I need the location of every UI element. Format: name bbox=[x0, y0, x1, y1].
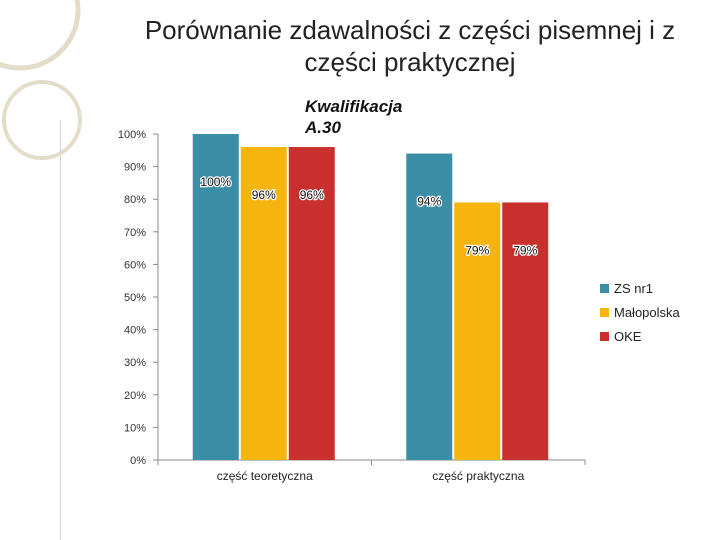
legend-label: OKE bbox=[614, 328, 642, 344]
chart-subtitle: Kwalifikacja A.30 bbox=[305, 97, 403, 137]
data-label: 100% bbox=[200, 175, 231, 189]
data-label: 79% bbox=[465, 243, 489, 257]
chart-legend: ZS nr1 Małopolska OKE bbox=[600, 276, 680, 348]
legend-swatch bbox=[600, 283, 609, 293]
legend-label: ZS nr1 bbox=[614, 280, 654, 296]
y-tick-label: 70% bbox=[124, 227, 146, 239]
y-tick-label: 100% bbox=[118, 129, 146, 141]
y-tick-label: 50% bbox=[124, 292, 146, 304]
slide-title: Porównanie zdawalności z części pisemnej… bbox=[144, 15, 676, 77]
y-tick-label: 30% bbox=[124, 357, 146, 369]
bar bbox=[406, 153, 453, 460]
data-label: 79% bbox=[513, 243, 537, 257]
y-tick-label: 20% bbox=[124, 390, 146, 402]
legend-item: ZS nr1 bbox=[600, 276, 680, 300]
decorative-left-rule bbox=[60, 120, 61, 540]
bar bbox=[288, 147, 335, 461]
y-tick-label: 60% bbox=[124, 259, 146, 271]
y-tick-label: 40% bbox=[124, 325, 146, 337]
legend-label: Małopolska bbox=[614, 304, 680, 320]
data-label: 96% bbox=[252, 188, 276, 202]
legend-item: OKE bbox=[600, 324, 680, 348]
data-label: 96% bbox=[300, 188, 324, 202]
y-tick-label: 80% bbox=[124, 194, 146, 206]
x-tick-label: część praktyczna bbox=[432, 469, 524, 483]
legend-swatch bbox=[600, 307, 609, 317]
legend-item: Małopolska bbox=[600, 300, 680, 324]
bar bbox=[454, 202, 501, 460]
y-tick-label: 0% bbox=[130, 455, 146, 467]
bar bbox=[502, 202, 549, 460]
data-label: 94% bbox=[417, 195, 441, 209]
bar bbox=[192, 134, 239, 460]
y-tick-label: 90% bbox=[124, 162, 146, 174]
y-tick-label: 10% bbox=[124, 422, 146, 434]
decorative-corner-circles bbox=[0, 0, 82, 160]
bar bbox=[240, 147, 287, 461]
x-tick-label: część teoretyczna bbox=[217, 469, 313, 483]
legend-swatch bbox=[600, 331, 609, 341]
